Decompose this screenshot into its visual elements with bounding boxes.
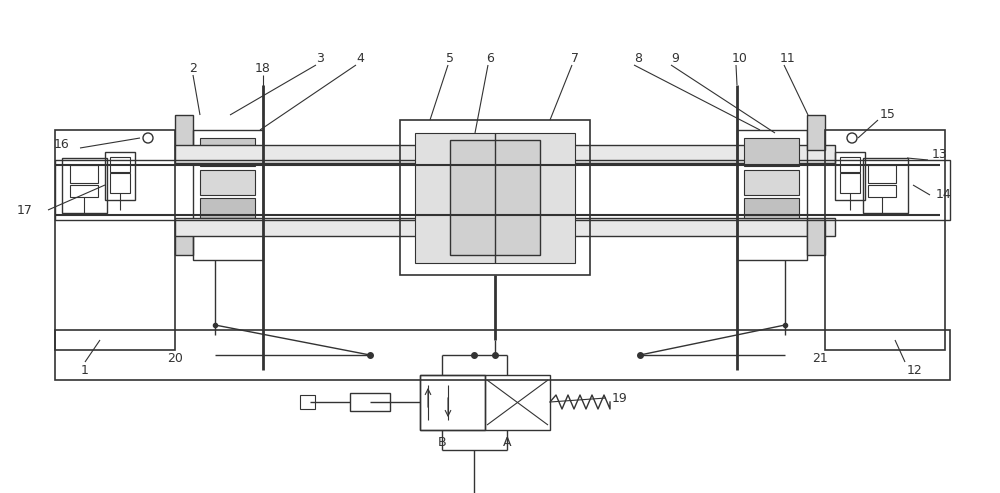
Bar	[868, 165, 896, 183]
Bar	[863, 158, 908, 213]
Bar	[744, 198, 799, 218]
Text: B: B	[438, 435, 446, 449]
Text: 5: 5	[446, 51, 454, 65]
Text: 17: 17	[17, 204, 33, 216]
Text: A: A	[503, 435, 511, 449]
Text: 19: 19	[612, 391, 628, 404]
Bar	[193, 130, 263, 260]
Bar	[450, 140, 540, 255]
Text: 18: 18	[255, 62, 271, 74]
Text: 3: 3	[316, 51, 324, 65]
Text: 14: 14	[936, 188, 952, 202]
Bar	[420, 375, 485, 430]
Bar	[55, 130, 175, 350]
Text: 4: 4	[356, 51, 364, 65]
Bar	[420, 375, 550, 430]
Bar	[300, 395, 315, 409]
Text: 13: 13	[932, 148, 948, 162]
Bar	[835, 152, 865, 200]
Bar	[840, 173, 860, 193]
Bar	[744, 170, 799, 195]
Text: 20: 20	[167, 352, 183, 364]
Text: 1: 1	[81, 363, 89, 377]
Text: 12: 12	[907, 363, 923, 377]
Bar	[55, 330, 950, 380]
Bar	[200, 198, 255, 218]
Text: 8: 8	[634, 51, 642, 65]
Bar	[350, 393, 390, 411]
Circle shape	[143, 133, 153, 143]
Bar	[840, 157, 860, 172]
Text: 21: 21	[812, 352, 828, 364]
Text: 6: 6	[486, 51, 494, 65]
Bar	[737, 130, 807, 260]
Bar	[807, 220, 825, 255]
Bar	[807, 115, 825, 150]
Text: 15: 15	[880, 108, 896, 121]
Bar	[825, 130, 945, 350]
Bar	[415, 133, 575, 263]
Text: 11: 11	[780, 51, 796, 65]
Bar	[175, 145, 835, 163]
Text: 9: 9	[671, 51, 679, 65]
Bar	[105, 152, 135, 200]
Text: 7: 7	[571, 51, 579, 65]
Bar	[200, 138, 255, 166]
Bar	[70, 185, 98, 197]
Bar	[55, 160, 950, 220]
Text: 16: 16	[54, 139, 70, 151]
Bar	[200, 170, 255, 195]
Bar	[110, 173, 130, 193]
Bar	[70, 165, 98, 183]
Bar	[868, 185, 896, 197]
Bar	[175, 218, 835, 236]
Bar	[175, 115, 193, 150]
Bar	[62, 158, 107, 213]
Bar	[175, 220, 193, 255]
Bar	[744, 138, 799, 166]
Bar	[400, 120, 590, 275]
Text: 10: 10	[732, 51, 748, 65]
Text: 2: 2	[189, 62, 197, 74]
Bar	[110, 157, 130, 172]
Circle shape	[847, 133, 857, 143]
